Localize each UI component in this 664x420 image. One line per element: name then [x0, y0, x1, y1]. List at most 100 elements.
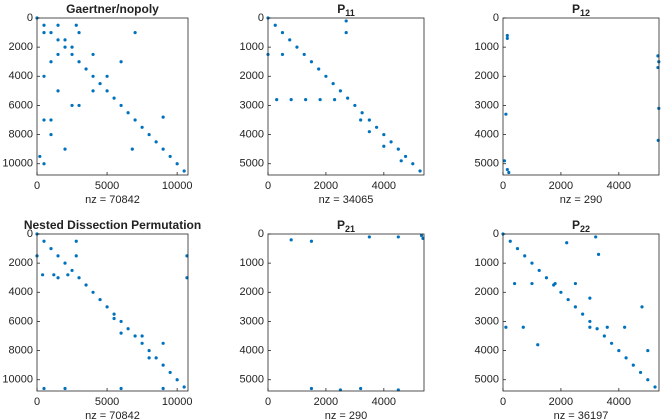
nonzero-dot: [309, 386, 314, 391]
nonzero-dot: [91, 52, 95, 57]
x-axis-label: nz = 290: [325, 410, 368, 420]
y-tick-label: 5000: [240, 374, 264, 386]
nonzero-dot: [63, 147, 67, 151]
y-tick-label: 2000: [240, 70, 264, 82]
nonzero-dot: [84, 283, 88, 287]
nonzero-dot: [63, 45, 67, 49]
nonzero-dot: [175, 162, 179, 166]
y-tick-label: 2000: [475, 286, 499, 298]
nonzero-dot: [66, 273, 70, 277]
nonzero-dot: [295, 45, 299, 49]
y-tick-label: 0: [258, 12, 264, 24]
nonzero-dot: [605, 325, 609, 329]
x-axis-label: nz = 70842: [85, 410, 140, 420]
nonzero-dot: [595, 327, 599, 331]
nonzero-dot: [42, 118, 46, 122]
nonzero-dot: [367, 130, 371, 134]
nonzero-dot: [119, 386, 123, 391]
x-axis-label: nz = 36197: [554, 410, 609, 420]
y-tick-label: 1000: [475, 41, 499, 53]
chart-title: Nested Dissection Permutation: [24, 218, 201, 232]
nonzero-dot: [42, 30, 46, 35]
axes-box: [502, 17, 660, 176]
y-tick-label: 1000: [240, 257, 264, 269]
nonzero-dot: [74, 254, 78, 258]
nonzero-dot: [504, 325, 508, 329]
y-tick-label: 4000: [9, 70, 33, 82]
subplot: 0 2000 4000 0 1000 2000 3000 4000 5000 nz = 290 P1…: [475, 2, 661, 206]
nonzero-dot: [559, 290, 563, 294]
y-tick-label: 1000: [240, 41, 264, 53]
nonzero-dot: [537, 268, 541, 273]
nonzero-dot: [508, 239, 512, 243]
y-tick-label: 5000: [475, 374, 499, 386]
nonzero-dot: [49, 60, 53, 64]
nonzero-dot: [505, 167, 509, 172]
nonzero-dot: [105, 74, 109, 78]
nonzero-dot: [182, 169, 186, 173]
nonzero-dot: [63, 38, 67, 42]
nonzero-dot: [49, 246, 53, 251]
nonzero-dot: [396, 235, 400, 239]
title-subscript: 11: [345, 8, 355, 18]
nonzero-dot: [154, 356, 158, 360]
nonzero-dot: [161, 386, 165, 391]
nonzero-dot: [631, 363, 635, 367]
x-tick-label: 5000: [95, 396, 119, 408]
nonzero-dot: [275, 98, 279, 102]
nonzero-dot: [360, 111, 364, 115]
nonzero-dot: [140, 125, 144, 129]
nonzero-dot: [289, 238, 293, 242]
nonzero-dot: [119, 60, 123, 64]
subplot: 0 2000 4000 0 1000 2000 3000 4000 5000 nz = 34065…: [240, 2, 425, 206]
y-tick-label: 4000: [9, 286, 33, 298]
nonzero-dot: [161, 115, 165, 119]
x-tick-label: 0: [500, 396, 506, 408]
nonzero-dot: [617, 348, 621, 353]
axes-box: [36, 233, 189, 392]
x-tick-label: 2000: [314, 396, 338, 408]
nonzero-dot: [126, 327, 130, 331]
nonzero-dot: [119, 319, 123, 324]
nonzero-dot: [359, 386, 363, 391]
nonzero-dot: [133, 334, 137, 338]
nonzero-dot: [596, 252, 601, 257]
nonzero-dot: [653, 385, 657, 389]
title-main: P: [337, 2, 345, 16]
nonzero-dot: [367, 118, 371, 122]
nonzero-dot: [70, 103, 74, 108]
axes-box: [267, 17, 425, 176]
nonzero-dot: [91, 74, 95, 78]
y-tick-label: 4000: [240, 344, 264, 356]
subplot: 0 2000 4000 0 1000 2000 3000 4000 5000 nz = 36197…: [475, 218, 660, 420]
nonzero-dot: [119, 331, 123, 335]
nonzero-dot: [175, 378, 179, 382]
nonzero-dot: [331, 81, 335, 86]
nonzero-dot: [507, 170, 511, 175]
nonzero-dot: [530, 281, 534, 286]
nonzero-dot: [565, 241, 569, 245]
nonzero-dot: [77, 103, 81, 108]
nonzero-dot: [77, 276, 81, 280]
y-tick-label: 3000: [240, 315, 264, 327]
nonzero-dot: [280, 52, 285, 57]
chart-title: P12: [572, 2, 590, 18]
title-main: P: [572, 218, 580, 232]
title-subscript: 21: [345, 224, 355, 234]
y-tick-label: 0: [27, 12, 33, 24]
x-tick-label: 0: [34, 180, 40, 192]
nonzero-dot: [382, 132, 386, 137]
nonzero-dot: [359, 118, 363, 122]
nonzero-dot: [56, 89, 60, 93]
nonzero-dot: [553, 281, 557, 286]
nonzero-dot: [588, 325, 592, 329]
nonzero-dot: [374, 125, 379, 129]
x-tick-label: 0: [265, 396, 271, 408]
nonzero-dot: [346, 96, 350, 100]
y-tick-label: 0: [493, 12, 499, 24]
nonzero-dot: [126, 111, 130, 115]
axes-box: [267, 233, 425, 392]
y-tick-label: 4000: [475, 128, 499, 140]
nonzero-dot: [523, 254, 527, 258]
